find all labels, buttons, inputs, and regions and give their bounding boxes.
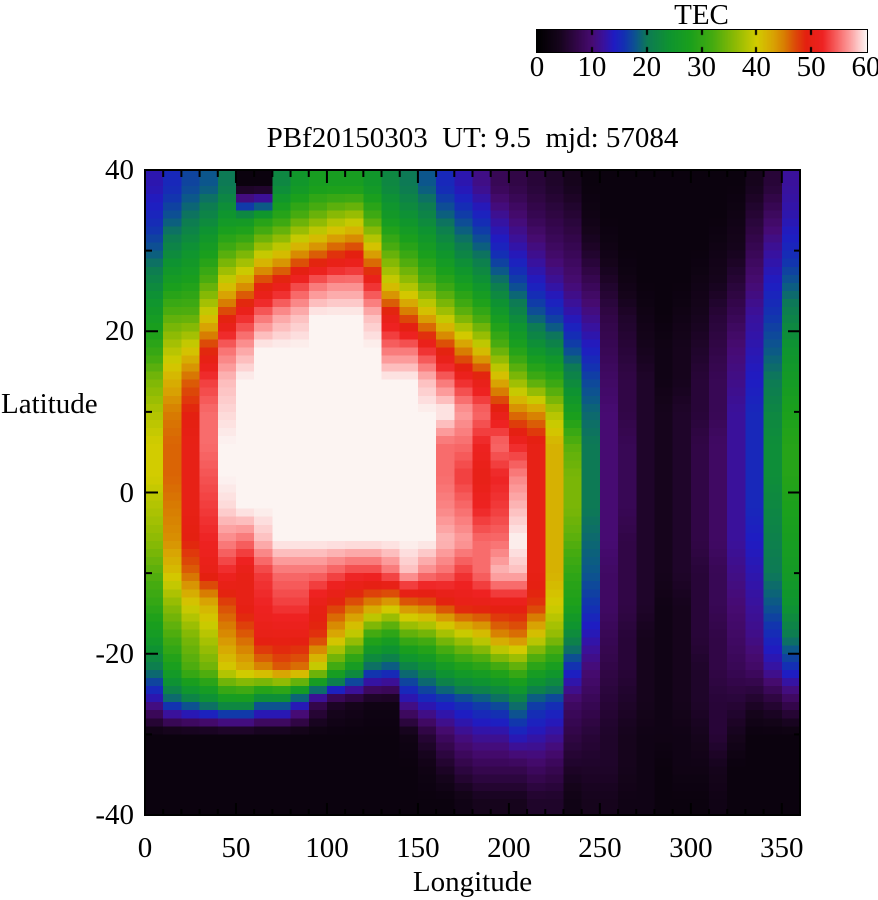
tec-heatmap <box>145 170 800 815</box>
x-tick-label: 300 <box>669 832 713 864</box>
x-tick-label: 0 <box>137 832 153 864</box>
x-tick-label: 150 <box>396 832 440 864</box>
colorbar-gradient <box>537 30 867 52</box>
y-tick-label: 40 <box>105 154 134 186</box>
plot-title: PBf20150303 UT: 9.5 mjd: 57084 <box>266 122 679 154</box>
colorbar-tick-label: 10 <box>577 51 607 83</box>
x-tick-label: 250 <box>578 832 622 864</box>
colorbar-tick-label: 50 <box>796 51 826 83</box>
colorbar-tick-label: 0 <box>529 51 545 83</box>
colorbar-tick-label: 60 <box>851 51 878 83</box>
colorbar-tick-label: 20 <box>632 51 662 83</box>
colorbar <box>536 29 868 53</box>
plot-frame <box>144 169 801 816</box>
x-tick-label: 100 <box>305 832 349 864</box>
x-tick-label: 200 <box>487 832 531 864</box>
y-tick-label: 20 <box>105 315 134 348</box>
y-tick-label: 0 <box>119 476 135 509</box>
colorbar-tick-label: 40 <box>741 51 771 83</box>
x-axis-label: Longitude <box>412 866 533 898</box>
x-tick-label: 350 <box>760 832 804 864</box>
colorbar-tick-label: 30 <box>687 51 716 83</box>
x-tick-label: 50 <box>221 832 251 864</box>
y-axis-label: Latitude <box>1 388 98 420</box>
colorbar-title: TEC <box>674 0 729 31</box>
y-tick-label: -40 <box>95 799 134 831</box>
y-tick-label: -20 <box>95 637 134 670</box>
